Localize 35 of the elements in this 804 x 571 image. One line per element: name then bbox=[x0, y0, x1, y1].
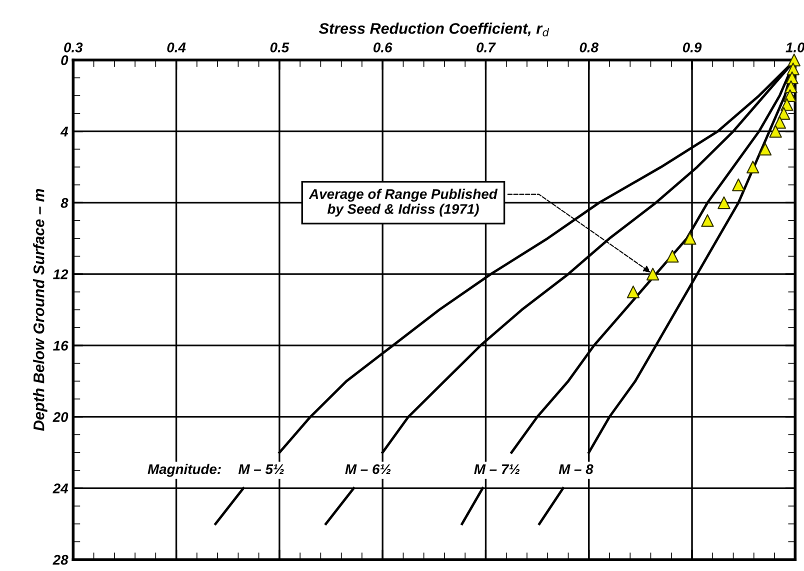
point bbox=[746, 160, 760, 174]
x-axis-title: Stress Reduction Coefficient, r$_{d}$ bbox=[319, 22, 550, 36]
legend-title: Magnitude: bbox=[148, 464, 221, 477]
x-tick-label: 0.6 bbox=[374, 42, 392, 52]
point bbox=[646, 268, 660, 280]
point bbox=[684, 232, 696, 245]
point bbox=[769, 124, 782, 138]
annotation: Average of Range Published by Seed & Idriss (1971) bbox=[308, 188, 498, 217]
y-tick-label: 24 bbox=[52, 484, 68, 494]
x-tick-label: 0.4 bbox=[167, 42, 186, 52]
x-tick-label: 0.9 bbox=[682, 42, 702, 52]
x-tick-label: 0.5 bbox=[270, 42, 290, 52]
x-tick-label: 0.7 bbox=[476, 42, 496, 52]
point bbox=[626, 286, 640, 298]
point bbox=[666, 250, 679, 263]
x-tick-label: 0.3 bbox=[64, 42, 83, 52]
series-label: M – 5½ bbox=[238, 464, 284, 474]
y-tick-label: 28 bbox=[52, 554, 68, 565]
y-tick-label: 16 bbox=[53, 340, 68, 351]
y-tick-label: 8 bbox=[60, 198, 68, 208]
y-tick-label: 12 bbox=[53, 269, 68, 280]
point bbox=[773, 116, 786, 129]
point bbox=[718, 196, 730, 210]
y-tick-label: 20 bbox=[52, 412, 68, 422]
series-label: M – 6½ bbox=[345, 464, 391, 474]
y-tick-label: 0 bbox=[61, 55, 68, 66]
y-axis-title: Depth Below Ground Surface – m bbox=[33, 189, 48, 431]
x-tick-label: 0.8 bbox=[580, 42, 599, 52]
series-label: M – 8 bbox=[558, 464, 594, 474]
point bbox=[758, 142, 772, 156]
point bbox=[701, 214, 714, 227]
y-tick-label: 4 bbox=[60, 126, 68, 136]
point bbox=[777, 107, 790, 120]
point bbox=[732, 178, 745, 192]
series-label: M – 7½ bbox=[474, 464, 520, 474]
